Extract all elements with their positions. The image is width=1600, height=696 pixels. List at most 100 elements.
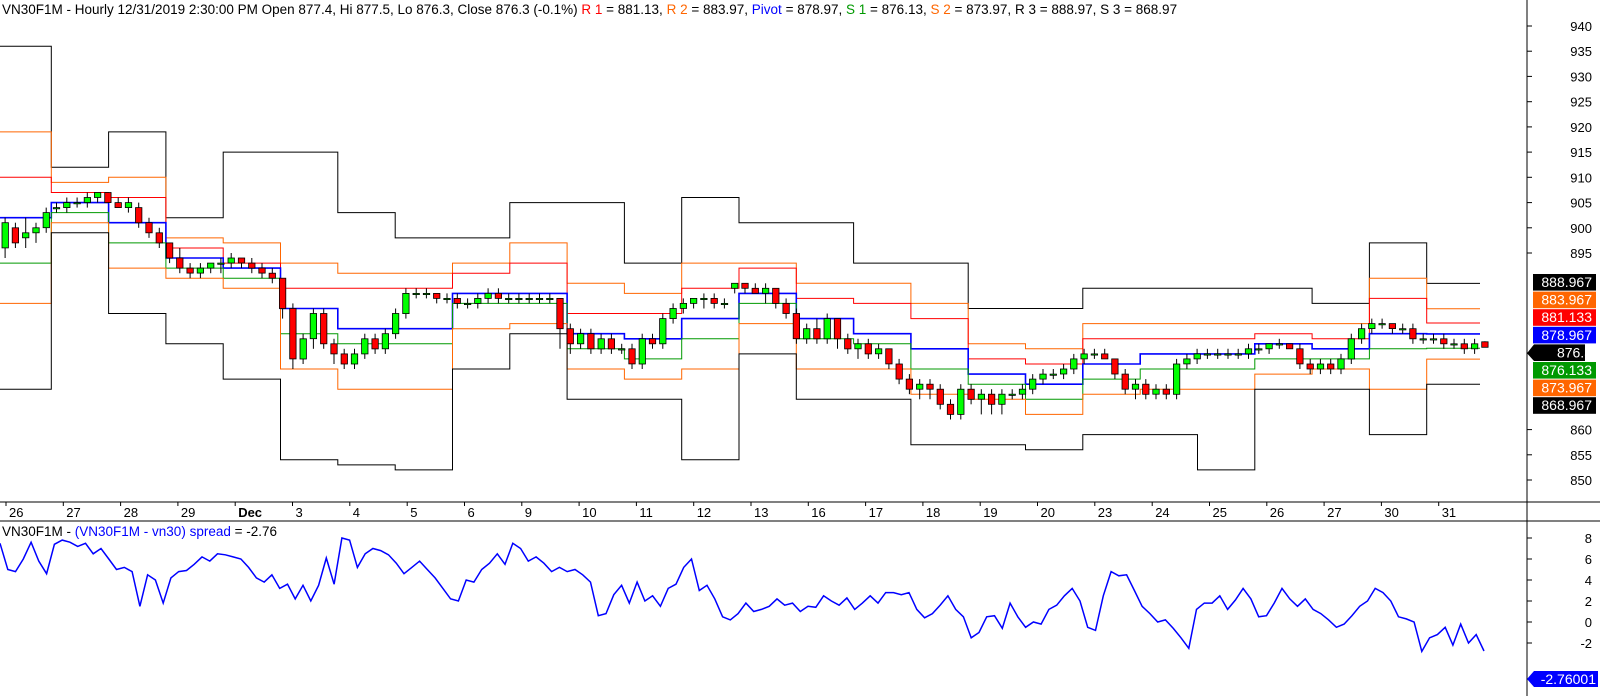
candle bbox=[1070, 353, 1078, 375]
candle bbox=[946, 399, 955, 420]
candle bbox=[381, 328, 390, 354]
candle bbox=[1368, 318, 1376, 334]
candle bbox=[690, 297, 698, 309]
candle-body-up bbox=[1049, 373, 1057, 376]
pivot-level-lines bbox=[0, 45, 1480, 471]
candle-body-down bbox=[1460, 343, 1468, 350]
candle bbox=[207, 262, 215, 274]
candle bbox=[844, 333, 852, 354]
candle-body-up bbox=[1337, 358, 1345, 370]
candle bbox=[320, 308, 328, 349]
x-tick-label: 25 bbox=[1213, 505, 1227, 520]
candle bbox=[628, 343, 636, 369]
candle-body-up bbox=[484, 292, 492, 299]
x-tick-label: 24 bbox=[1155, 505, 1169, 520]
candle-body-up bbox=[1368, 323, 1376, 330]
candle-body-down bbox=[1481, 341, 1489, 348]
candle bbox=[104, 192, 112, 204]
candle-body-up bbox=[1450, 343, 1458, 346]
candle-body-up bbox=[597, 338, 605, 350]
header-pivot-name: Pivot bbox=[752, 2, 782, 17]
y-tick-label: 905 bbox=[1570, 196, 1592, 211]
candle-body-up bbox=[1419, 338, 1427, 341]
candle-body-down bbox=[648, 338, 657, 345]
x-axis: 26 27 28 29 Dec 3 4 5 6 9 10 11 12 13 16 17 18 19 20 23 24 25… bbox=[5, 502, 1456, 520]
candle bbox=[1029, 374, 1037, 395]
candle-body-down bbox=[433, 292, 441, 299]
candle bbox=[1090, 348, 1098, 359]
candle bbox=[1275, 338, 1283, 349]
candle-body-up bbox=[1, 222, 9, 249]
candle bbox=[165, 242, 174, 264]
price-badge-bg bbox=[1533, 326, 1596, 344]
candle-body-down bbox=[330, 343, 338, 355]
candle bbox=[1327, 358, 1335, 375]
candle bbox=[525, 293, 533, 304]
candle-body-up bbox=[227, 257, 235, 264]
candle-body-down bbox=[145, 222, 153, 234]
price-badge: 888.967 bbox=[1533, 274, 1596, 291]
candle-body-up bbox=[803, 328, 811, 340]
price-badge-label: 878.967 bbox=[1541, 327, 1592, 343]
y-tick-label: 940 bbox=[1570, 19, 1592, 34]
candle bbox=[679, 298, 688, 314]
spread-y-tick-label: -2 bbox=[1580, 636, 1592, 651]
candle-body-up bbox=[412, 292, 420, 295]
spread-badge: -2.76001 bbox=[1527, 671, 1598, 687]
x-tick-label: 26 bbox=[1270, 505, 1284, 520]
candle-body-up bbox=[196, 267, 204, 274]
candle-body-up bbox=[83, 197, 91, 203]
candle-body-down bbox=[494, 292, 503, 299]
candle-body-up bbox=[977, 393, 986, 400]
candle bbox=[83, 192, 91, 208]
candle-body-up bbox=[1203, 353, 1211, 356]
candle-body-down bbox=[1327, 363, 1335, 370]
candle bbox=[309, 308, 318, 349]
candle-body-up bbox=[402, 292, 410, 314]
candle-body-up bbox=[669, 308, 677, 320]
candle bbox=[1399, 323, 1407, 334]
candle-body-up bbox=[916, 383, 924, 390]
y-tick-label: 935 bbox=[1570, 44, 1592, 59]
header-prefix: VN30F1M - Hourly 12/31/2019 2:30:00 PM O… bbox=[2, 2, 578, 17]
price-badge-label: 868.967 bbox=[1541, 397, 1592, 413]
candle bbox=[340, 348, 348, 369]
candle bbox=[1234, 348, 1242, 359]
candle-body-up bbox=[217, 262, 225, 265]
candle-body-up bbox=[1265, 343, 1273, 350]
candle-body-up bbox=[443, 297, 451, 300]
candle bbox=[762, 283, 770, 304]
candle-body-up bbox=[1090, 353, 1098, 356]
x-tick-label: 30 bbox=[1384, 505, 1398, 520]
candle bbox=[957, 384, 965, 420]
candle-body-up bbox=[679, 302, 688, 309]
header-r1-name: R 1 bbox=[581, 2, 602, 17]
candle bbox=[278, 277, 287, 319]
candle-body-down bbox=[278, 277, 287, 309]
candle bbox=[607, 333, 616, 354]
candle bbox=[1409, 323, 1417, 344]
candle-body-down bbox=[320, 313, 328, 345]
candle-body-down bbox=[114, 202, 122, 209]
candle bbox=[751, 283, 759, 294]
candle bbox=[135, 202, 143, 228]
candle-body-down bbox=[1111, 358, 1119, 375]
candle bbox=[1131, 379, 1140, 400]
candle bbox=[1152, 384, 1160, 400]
candle-body-down bbox=[155, 232, 163, 244]
candle-body-down bbox=[885, 348, 893, 365]
candle bbox=[1018, 384, 1027, 400]
candle bbox=[350, 348, 359, 369]
candle bbox=[803, 323, 811, 344]
candle bbox=[577, 328, 585, 349]
price-badge: 878.967 bbox=[1533, 326, 1596, 344]
candle bbox=[433, 292, 441, 304]
candle-body-down bbox=[340, 353, 348, 365]
spread-header-value: = -2.76 bbox=[231, 524, 277, 539]
candle-body-up bbox=[22, 232, 30, 239]
candle bbox=[648, 333, 657, 349]
candle bbox=[114, 197, 122, 209]
candle-body-up bbox=[1378, 323, 1386, 326]
price-badge-label: 876.133 bbox=[1541, 362, 1592, 378]
price-badge-bg bbox=[1533, 291, 1596, 309]
